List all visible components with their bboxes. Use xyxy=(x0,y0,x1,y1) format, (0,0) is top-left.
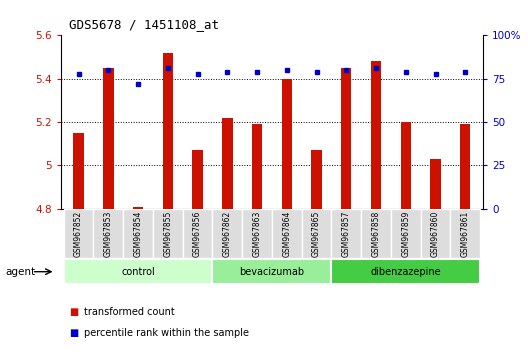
Text: GSM967858: GSM967858 xyxy=(372,211,381,257)
Text: GSM967854: GSM967854 xyxy=(134,210,143,257)
Text: GSM967853: GSM967853 xyxy=(104,210,113,257)
Bar xyxy=(73,133,84,209)
Text: GSM967864: GSM967864 xyxy=(282,210,291,257)
Text: GSM967865: GSM967865 xyxy=(312,210,321,257)
Text: GSM967856: GSM967856 xyxy=(193,210,202,257)
Text: percentile rank within the sample: percentile rank within the sample xyxy=(84,328,250,338)
Bar xyxy=(123,209,153,258)
Bar xyxy=(301,209,332,258)
Bar xyxy=(64,259,212,285)
Bar xyxy=(361,209,391,258)
Bar xyxy=(163,53,173,209)
Text: transformed count: transformed count xyxy=(84,307,175,316)
Text: GSM967860: GSM967860 xyxy=(431,210,440,257)
Text: GSM967855: GSM967855 xyxy=(163,210,172,257)
Text: ■: ■ xyxy=(69,307,78,316)
Bar xyxy=(281,79,292,209)
Bar xyxy=(242,209,272,258)
Bar xyxy=(222,118,232,209)
Text: dibenzazepine: dibenzazepine xyxy=(371,267,441,277)
Bar xyxy=(341,68,352,209)
Bar xyxy=(103,68,114,209)
Bar xyxy=(212,259,332,285)
Bar xyxy=(192,150,203,209)
Bar xyxy=(183,209,212,258)
Text: GSM967859: GSM967859 xyxy=(401,210,410,257)
Text: agent: agent xyxy=(5,267,35,277)
Text: ■: ■ xyxy=(69,328,78,338)
Text: GSM967862: GSM967862 xyxy=(223,211,232,257)
Bar xyxy=(460,124,470,209)
Text: GSM967857: GSM967857 xyxy=(342,210,351,257)
Bar xyxy=(371,61,381,209)
Text: GSM967863: GSM967863 xyxy=(252,210,261,257)
Bar xyxy=(272,209,301,258)
Bar xyxy=(332,209,361,258)
Bar xyxy=(133,207,143,209)
Bar xyxy=(332,259,480,285)
Bar xyxy=(401,122,411,209)
Bar xyxy=(312,150,322,209)
Bar xyxy=(212,209,242,258)
Text: GDS5678 / 1451108_at: GDS5678 / 1451108_at xyxy=(69,18,219,31)
Text: GSM967852: GSM967852 xyxy=(74,211,83,257)
Text: bevacizumab: bevacizumab xyxy=(239,267,305,277)
Bar xyxy=(64,209,93,258)
Bar xyxy=(391,209,421,258)
Bar xyxy=(252,124,262,209)
Bar xyxy=(153,209,183,258)
Bar xyxy=(421,209,450,258)
Bar xyxy=(93,209,123,258)
Text: GSM967861: GSM967861 xyxy=(461,211,470,257)
Bar xyxy=(430,159,441,209)
Text: control: control xyxy=(121,267,155,277)
Bar xyxy=(450,209,480,258)
